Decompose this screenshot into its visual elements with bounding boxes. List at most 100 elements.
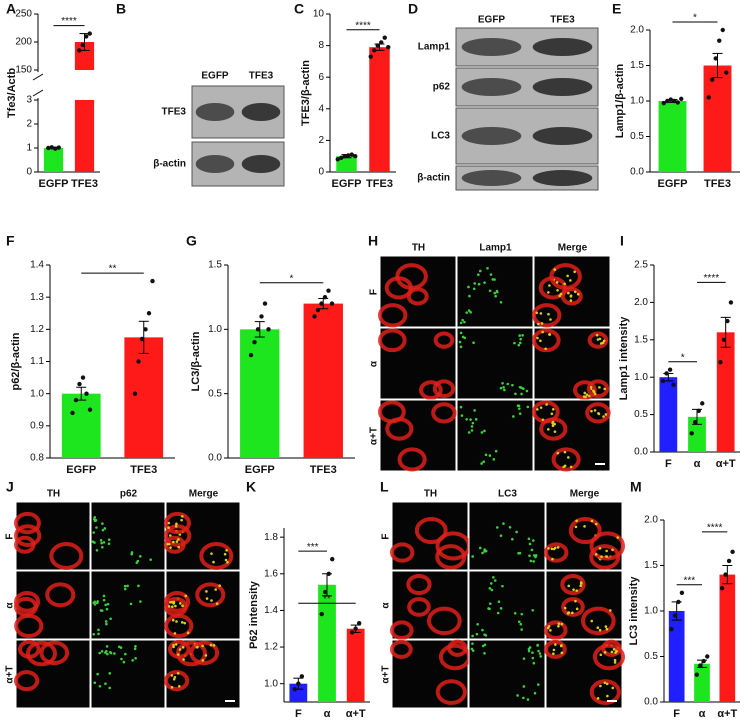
column-label: TH xyxy=(412,243,425,254)
cell xyxy=(49,542,84,571)
cell xyxy=(164,670,190,692)
puncta xyxy=(495,526,499,529)
data-point xyxy=(84,391,89,396)
puncta xyxy=(519,622,523,626)
bar xyxy=(659,377,678,452)
puncta xyxy=(547,428,550,431)
puncta xyxy=(579,584,582,588)
bar xyxy=(124,337,164,458)
data-point xyxy=(349,152,354,157)
puncta xyxy=(567,611,571,614)
cell xyxy=(544,620,568,641)
puncta xyxy=(223,552,227,556)
puncta xyxy=(552,652,555,655)
puncta xyxy=(546,626,550,630)
cell xyxy=(560,287,583,306)
puncta xyxy=(527,537,531,541)
y-axis-label: Tfe3/Actb xyxy=(6,68,18,118)
puncta xyxy=(122,660,126,664)
data-point xyxy=(136,359,141,364)
puncta xyxy=(486,267,489,270)
panel-letter: J xyxy=(6,479,14,495)
puncta xyxy=(517,407,521,410)
puncta xyxy=(539,312,543,315)
puncta xyxy=(544,347,547,351)
puncta xyxy=(573,270,576,274)
y-axis-label: LC3 intensity xyxy=(628,576,640,646)
cell xyxy=(167,639,191,659)
puncta xyxy=(522,696,525,700)
puncta xyxy=(459,405,463,409)
puncta xyxy=(109,617,112,621)
column-label: Lamp1 xyxy=(479,243,512,254)
blot-band xyxy=(241,103,281,121)
puncta xyxy=(461,318,464,322)
data-point xyxy=(661,100,666,106)
data-point xyxy=(705,654,710,659)
puncta xyxy=(204,654,208,657)
puncta xyxy=(548,284,551,287)
puncta xyxy=(470,425,474,428)
puncta xyxy=(483,633,486,636)
puncta xyxy=(593,392,597,396)
puncta xyxy=(226,560,229,564)
puncta xyxy=(93,516,97,519)
puncta xyxy=(594,553,598,556)
puncta xyxy=(459,321,463,325)
puncta xyxy=(512,415,515,418)
data-point xyxy=(671,382,676,387)
puncta xyxy=(529,559,533,563)
data-point xyxy=(262,301,268,306)
blot-band xyxy=(532,78,593,96)
puncta xyxy=(460,414,464,417)
puncta xyxy=(98,684,102,688)
data-point xyxy=(672,98,677,104)
puncta xyxy=(100,650,104,653)
puncta xyxy=(170,685,174,689)
puncta xyxy=(520,628,523,631)
row-label: α xyxy=(381,602,392,609)
puncta xyxy=(554,643,557,646)
puncta xyxy=(473,409,476,412)
y-tick-label: 1.1 xyxy=(30,356,44,367)
blot-band xyxy=(461,38,522,56)
puncta xyxy=(120,657,123,661)
significance-label: * xyxy=(290,273,294,284)
puncta xyxy=(106,652,109,656)
puncta xyxy=(483,652,486,655)
y-tick-label: 2 xyxy=(318,135,324,146)
puncta xyxy=(201,644,204,648)
y-tick-label: 1 xyxy=(26,143,32,154)
puncta xyxy=(179,602,182,605)
puncta xyxy=(599,684,602,688)
puncta xyxy=(108,686,112,690)
puncta xyxy=(537,322,540,326)
puncta xyxy=(201,659,205,662)
puncta xyxy=(175,522,178,526)
data-point xyxy=(80,42,85,47)
significance-label: *** xyxy=(683,575,695,586)
puncta xyxy=(471,642,474,645)
puncta xyxy=(556,546,560,549)
puncta xyxy=(517,343,521,347)
puncta xyxy=(461,335,465,339)
data-point xyxy=(719,586,725,591)
puncta xyxy=(474,418,478,421)
y-tick-label: 0 xyxy=(318,167,324,178)
puncta xyxy=(209,643,213,647)
puncta xyxy=(481,628,484,632)
puncta xyxy=(533,691,537,695)
blot-band xyxy=(532,127,593,145)
cell xyxy=(39,640,70,666)
y-tick-label: 3 xyxy=(26,95,32,106)
puncta xyxy=(488,602,492,605)
puncta xyxy=(467,431,471,434)
data-point xyxy=(689,431,694,436)
data-point xyxy=(675,100,680,105)
puncta xyxy=(134,656,137,660)
cell xyxy=(586,379,610,399)
puncta xyxy=(477,282,481,286)
puncta xyxy=(549,629,552,632)
puncta xyxy=(567,291,570,295)
